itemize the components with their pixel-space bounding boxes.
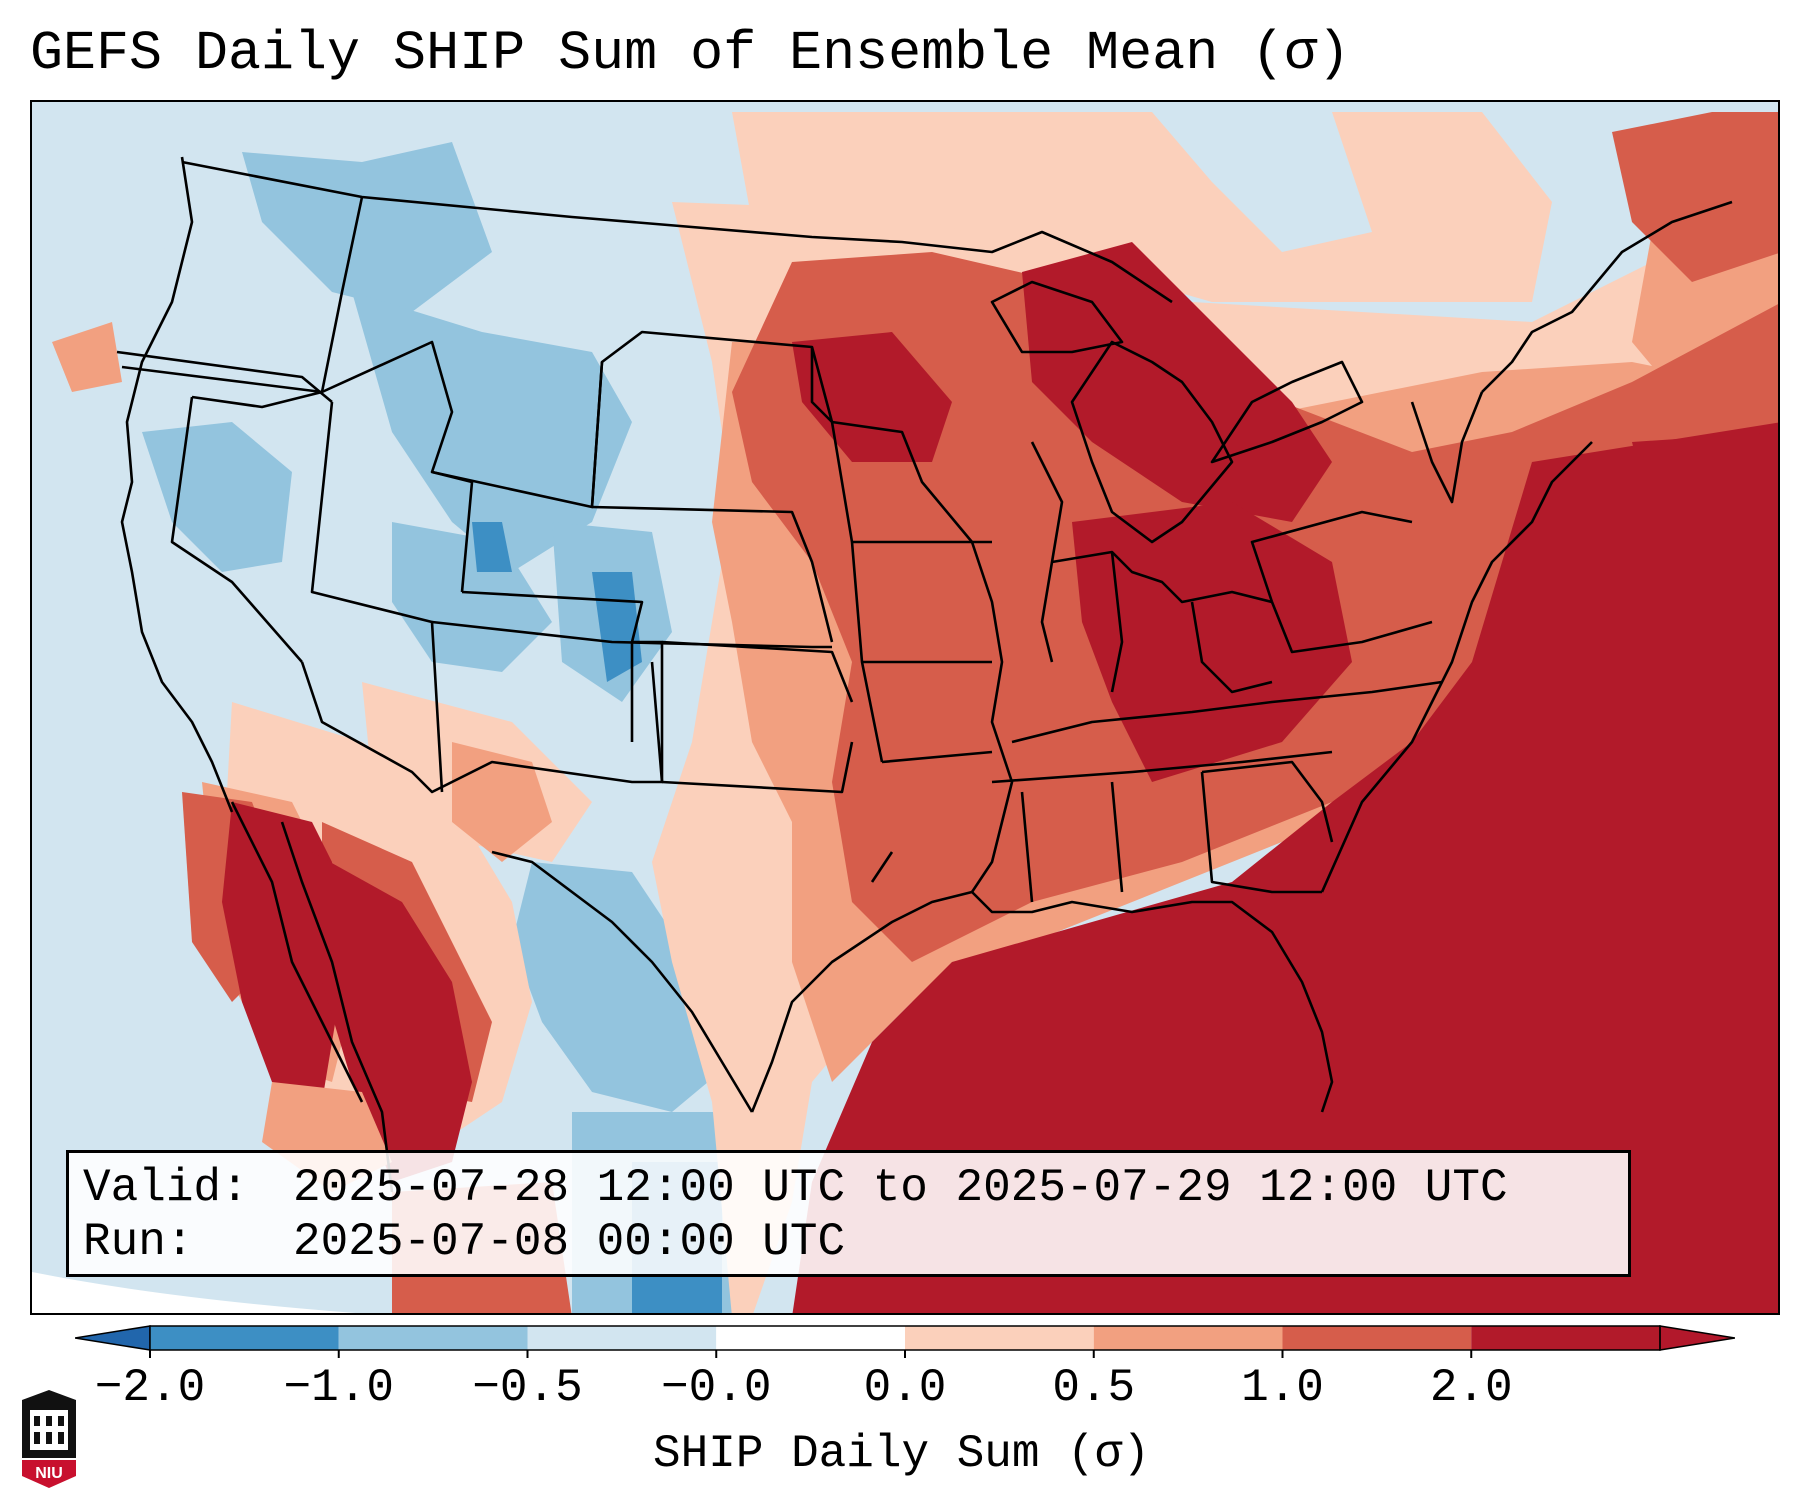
valid-value: 2025-07-28 12:00 UTC to 2025-07-29 12:00… <box>293 1162 1508 1214</box>
colorbar-bins <box>74 1325 1736 1358</box>
colorbar-bin <box>338 1326 528 1350</box>
colorbar-tick-label: 2.0 <box>1429 1362 1513 1414</box>
colorbar-label: SHIP Daily Sum (σ) <box>653 1428 1150 1480</box>
run-row: Run: 2025-07-08 00:00 UTC <box>83 1215 1614 1269</box>
niu-logo: NIU <box>20 1390 78 1490</box>
valid-row: Valid: 2025-07-28 12:00 UTC to 2025-07-2… <box>83 1161 1614 1215</box>
map-canvas <box>32 102 1778 1313</box>
valid-run-info-box: Valid: 2025-07-28 12:00 UTC to 2025-07-2… <box>66 1150 1631 1277</box>
colorbar-tick-label: −2.0 <box>94 1362 206 1414</box>
colorbar-bin <box>527 1326 717 1350</box>
ship-anomaly-map <box>30 100 1780 1315</box>
colorbar-tick-label: 0.0 <box>863 1362 947 1414</box>
colorbar-bin <box>1282 1326 1472 1350</box>
run-label: Run: <box>83 1216 194 1268</box>
colorbar-bin <box>716 1326 905 1350</box>
colorbar-tick-label: 1.0 <box>1241 1362 1324 1414</box>
colorbar-bin <box>1471 1326 1660 1350</box>
colorbar-tick-label: −1.0 <box>283 1362 394 1414</box>
colorbar-bin <box>1093 1326 1283 1350</box>
colorbar-bin <box>905 1326 1094 1350</box>
anomaly-field <box>52 112 1778 1313</box>
colorbar-bin <box>150 1326 339 1350</box>
colorbar <box>74 1318 1736 1363</box>
state-boundaries <box>116 156 1733 1193</box>
colorbar-under-arrow <box>74 1325 151 1351</box>
valid-label: Valid: <box>83 1162 249 1214</box>
run-value: 2025-07-08 00:00 UTC <box>293 1216 846 1268</box>
svg-text:NIU: NIU <box>35 1465 63 1482</box>
colorbar-tick-label: 0.5 <box>1052 1362 1136 1414</box>
colorbar-over-arrow <box>1659 1325 1736 1351</box>
colorbar-tick-label: −0.0 <box>661 1362 772 1414</box>
map-title: GEFS Daily SHIP Sum of Ensemble Mean (σ) <box>30 22 1351 85</box>
colorbar-tick-label: −0.5 <box>472 1362 583 1414</box>
